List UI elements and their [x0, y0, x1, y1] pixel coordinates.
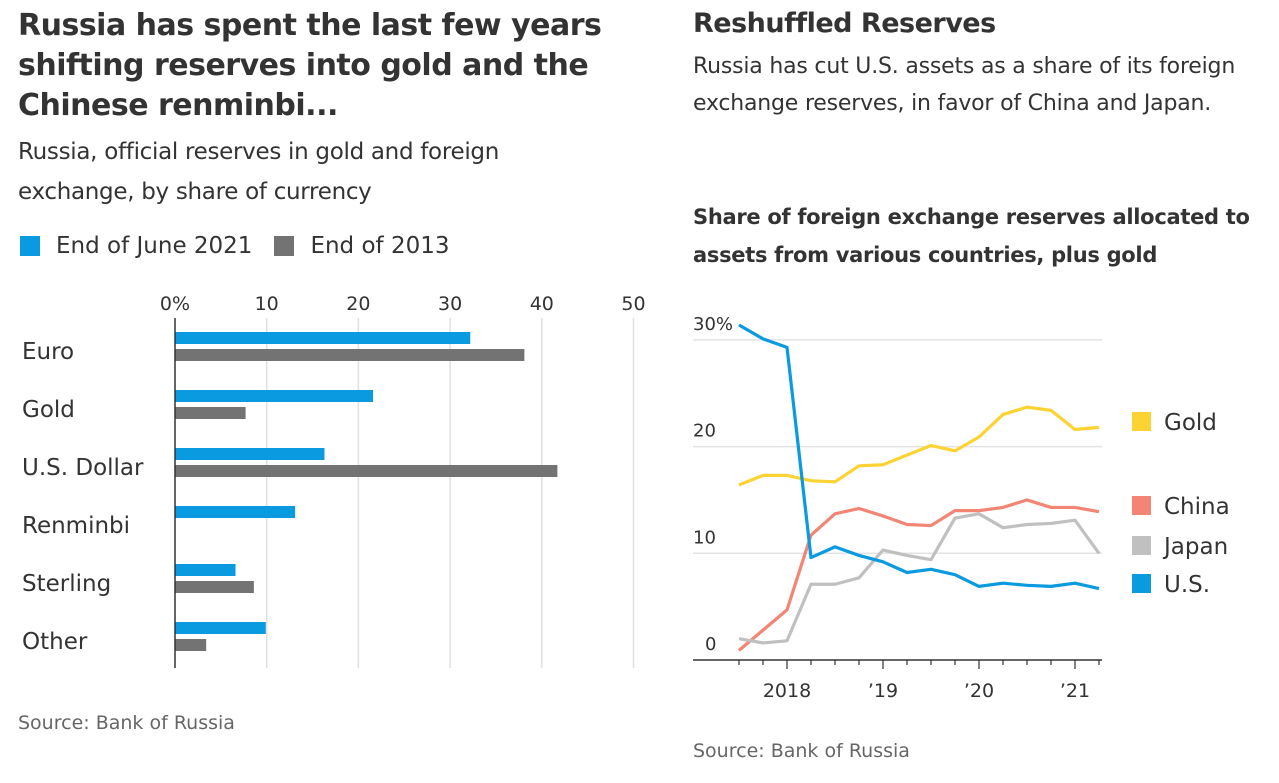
x-tick-label: ’20	[964, 680, 994, 702]
x-tick-label: 0%	[160, 293, 190, 315]
legend-label-japan: Japan	[1162, 534, 1228, 560]
bar-2021	[175, 506, 296, 518]
legend-item-2021: End of June 2021	[20, 233, 252, 259]
right-subtitle: Russia has cut U.S. assets as a share of…	[693, 54, 1236, 116]
left-panel: Russia has spent the last few years shif…	[18, 8, 646, 734]
y-tick-label: 10	[693, 527, 716, 548]
category-label: Sterling	[22, 571, 111, 597]
bar-2013	[175, 639, 207, 651]
left-source: Source: Bank of Russia	[18, 712, 235, 734]
legend-item-2013: End of 2013	[274, 233, 449, 259]
x-tick-label: 20	[346, 293, 370, 315]
y-tick-label: 20	[693, 421, 716, 442]
x-tick-label: ’19	[868, 680, 898, 702]
legend-label-gold: Gold	[1164, 410, 1217, 436]
x-tick-label: 10	[255, 293, 279, 315]
bar-2013	[175, 349, 525, 361]
legend-swatch-2021	[20, 236, 40, 256]
category-label: Renminbi	[22, 513, 130, 539]
legend-swatch-gold	[1132, 412, 1151, 431]
legend-label-2013: End of 2013	[310, 233, 450, 259]
bar-2013	[175, 581, 254, 593]
bar-chart: 0% 10 20 30 40 50 Euro Gold U.S. Dollar Renminbi S…	[22, 293, 646, 668]
line-chart: 0 10 20 30% 2018 ’19 ’20 ’21 Gold China Japan U.S.	[693, 314, 1230, 702]
left-subtitle: Russia, official reserves in gold and fo…	[18, 139, 500, 205]
x-tick-label: 30	[438, 293, 462, 315]
bar-2013	[175, 465, 558, 477]
bar-2013	[175, 407, 246, 419]
series-line-us	[738, 323, 1100, 591]
bar-legend: End of June 2021 End of 2013	[20, 233, 471, 259]
right-headline: Reshuffled Reserves	[693, 8, 996, 39]
legend-swatch-us	[1132, 574, 1151, 593]
x-tick-label: 40	[530, 293, 554, 315]
legend-swatch-china	[1132, 496, 1151, 515]
legend-label-china: China	[1164, 494, 1230, 520]
y-tick-label: 0	[705, 634, 716, 655]
line-chart-title: Share of foreign exchange reserves alloc…	[693, 205, 1250, 267]
category-label: Euro	[22, 339, 74, 365]
bar-2021	[175, 564, 236, 576]
right-source: Source: Bank of Russia	[693, 740, 910, 762]
category-label: Gold	[22, 397, 75, 423]
series-line-gold	[738, 405, 1100, 487]
legend-swatch-japan	[1132, 536, 1151, 555]
category-label: Other	[22, 629, 88, 655]
series-line-japan	[738, 512, 1101, 645]
legend-swatch-2013	[274, 236, 295, 256]
series-line-china	[737, 498, 1100, 652]
legend-label-us: U.S.	[1164, 572, 1210, 598]
bar-2021	[175, 448, 325, 460]
left-headline: Russia has spent the last few years shif…	[18, 8, 602, 123]
x-tick-label: 50	[621, 293, 645, 315]
right-panel: Reshuffled Reserves Russia has cut U.S. …	[680, 0, 1279, 783]
legend-label-2021: End of June 2021	[56, 233, 253, 259]
bar-2021	[175, 332, 471, 344]
x-tick-label: ’21	[1060, 680, 1090, 702]
y-tick-label: 30%	[693, 314, 733, 335]
bar-2021	[175, 390, 374, 402]
category-label: U.S. Dollar	[22, 455, 144, 481]
bar-2021	[175, 622, 266, 634]
x-tick-label: 2018	[763, 680, 811, 702]
